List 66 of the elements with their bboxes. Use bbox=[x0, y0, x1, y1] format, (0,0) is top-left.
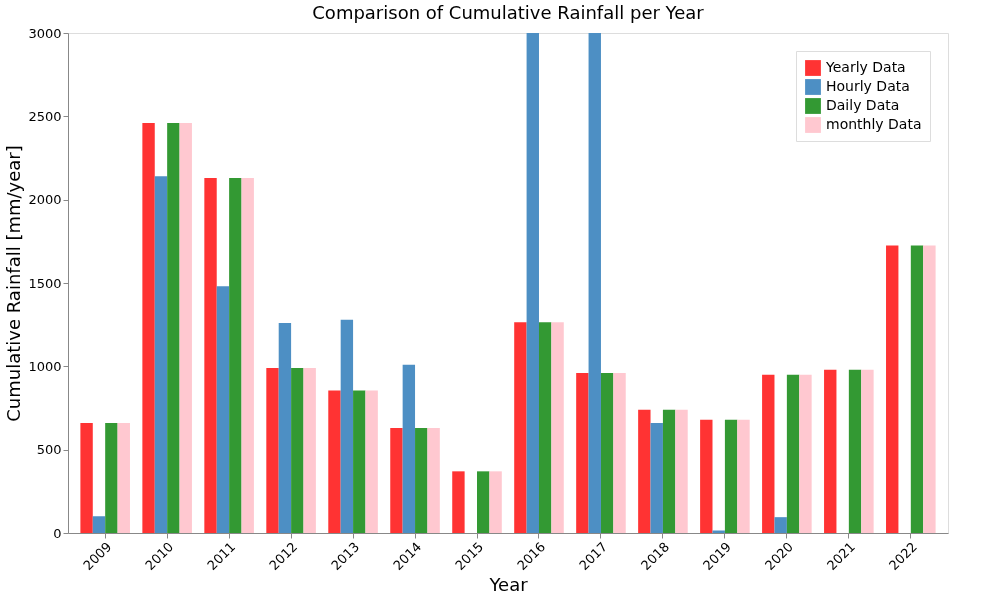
bar bbox=[675, 409, 688, 533]
bar bbox=[824, 369, 837, 533]
x-axis-title: Year bbox=[488, 574, 529, 596]
bar bbox=[650, 423, 663, 533]
bar bbox=[241, 178, 254, 533]
bar bbox=[489, 471, 502, 533]
bar bbox=[700, 419, 713, 533]
bar bbox=[799, 374, 812, 533]
y-tick-label: 2500 bbox=[28, 108, 62, 124]
bar bbox=[762, 374, 775, 533]
bar bbox=[427, 428, 440, 533]
bar bbox=[786, 374, 800, 533]
bar bbox=[774, 517, 787, 533]
bar bbox=[551, 322, 564, 533]
bar bbox=[266, 368, 279, 533]
bar bbox=[229, 178, 242, 533]
chart-title: Comparison of Cumulative Rainfall per Year bbox=[312, 2, 705, 23]
y-tick-label: 2000 bbox=[28, 192, 62, 208]
bar bbox=[303, 368, 316, 533]
legend-label: Hourly Data bbox=[826, 78, 910, 94]
bar bbox=[402, 364, 416, 533]
bar bbox=[886, 245, 899, 533]
bar bbox=[390, 428, 403, 533]
legend-label: monthly Data bbox=[826, 116, 922, 132]
legend-label: Yearly Data bbox=[825, 59, 906, 75]
bar bbox=[662, 409, 676, 533]
bar bbox=[848, 369, 862, 533]
bar bbox=[477, 471, 490, 533]
bar bbox=[204, 178, 217, 533]
bar bbox=[340, 319, 354, 533]
bar bbox=[142, 123, 155, 533]
bar bbox=[179, 123, 192, 533]
bar bbox=[538, 322, 552, 533]
y-tick-label: 0 bbox=[53, 525, 62, 541]
bar bbox=[452, 471, 465, 533]
bar bbox=[576, 373, 589, 533]
bar bbox=[216, 286, 230, 533]
bar bbox=[80, 423, 93, 533]
y-tick-label: 3000 bbox=[28, 25, 62, 41]
bar bbox=[92, 516, 106, 533]
bar bbox=[154, 176, 168, 533]
bar bbox=[415, 428, 428, 533]
bar bbox=[167, 123, 180, 533]
bar bbox=[737, 419, 750, 533]
bar bbox=[365, 390, 378, 533]
bar bbox=[353, 390, 366, 533]
bar bbox=[638, 409, 651, 533]
y-tick-label: 1500 bbox=[28, 275, 62, 291]
bar bbox=[613, 373, 626, 533]
legend-label: Daily Data bbox=[826, 97, 900, 113]
bar bbox=[328, 390, 341, 533]
bar bbox=[105, 423, 118, 533]
y-tick-label: 1000 bbox=[28, 358, 62, 374]
bar bbox=[291, 368, 304, 533]
bar bbox=[910, 245, 924, 533]
bar bbox=[514, 322, 527, 533]
y-tick-label: 500 bbox=[36, 442, 62, 458]
bar bbox=[923, 245, 936, 533]
bar bbox=[600, 373, 614, 533]
bar bbox=[278, 323, 292, 533]
bar bbox=[588, 33, 601, 533]
y-axis-title: Cumulative Rainfall [mm/year] bbox=[3, 145, 25, 422]
bar bbox=[861, 369, 874, 533]
bar bbox=[526, 33, 539, 533]
bar bbox=[724, 419, 738, 533]
bar bbox=[117, 423, 130, 533]
